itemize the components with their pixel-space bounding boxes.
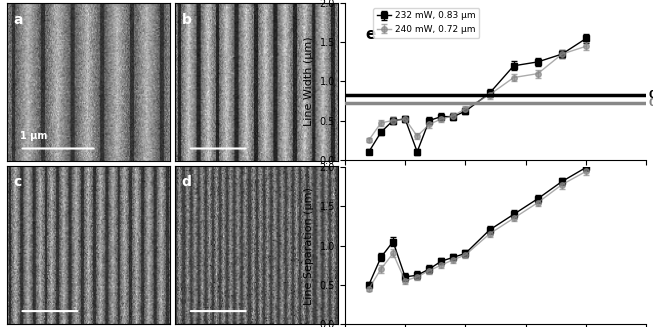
Text: 1 μm: 1 μm: [20, 130, 47, 141]
Text: d: d: [182, 175, 191, 189]
Legend: 232 mW, 0.83 μm, 240 mW, 0.72 μm: 232 mW, 0.83 μm, 240 mW, 0.72 μm: [374, 8, 479, 38]
Y-axis label: Line Width (μm): Line Width (μm): [304, 37, 314, 126]
Text: 0.72 μm: 0.72 μm: [649, 98, 653, 108]
Text: 0.83 μm: 0.83 μm: [649, 90, 653, 100]
Text: a: a: [13, 13, 23, 27]
Text: e: e: [366, 27, 376, 42]
Y-axis label: Line Separation (μm): Line Separation (μm): [304, 187, 314, 304]
Text: b: b: [182, 13, 191, 27]
Text: c: c: [13, 175, 22, 189]
